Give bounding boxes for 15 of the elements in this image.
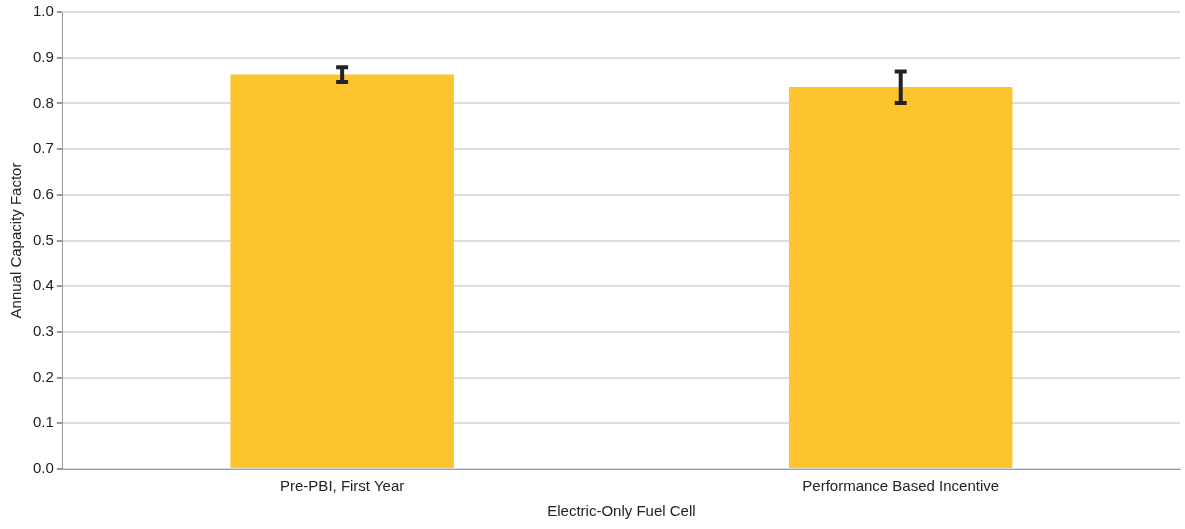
y-tick-label: 0.3 (32, 322, 54, 340)
x-tick-label: Pre-PBI, First Year (280, 477, 405, 495)
x-tick-label: Performance Based Incentive (802, 477, 1000, 495)
y-tick-label: 0.7 (32, 139, 54, 157)
y-tick-label: 0.8 (32, 93, 54, 111)
y-tick-label: 0.6 (32, 184, 54, 202)
y-tick-label: 0.0 (32, 459, 54, 477)
y-tick-label: 0.4 (32, 276, 54, 294)
y-tick-label: 1.0 (32, 2, 54, 20)
y-tick-label: 0.1 (32, 413, 54, 431)
y-axis-title: Annual Capacity Factor (7, 162, 25, 319)
x-axis-title: Electric-Only Fuel Cell (547, 502, 696, 520)
y-tick-label: 0.5 (32, 230, 54, 248)
y-tick-label: 0.2 (32, 367, 54, 385)
y-tick-label: 0.9 (32, 47, 54, 65)
